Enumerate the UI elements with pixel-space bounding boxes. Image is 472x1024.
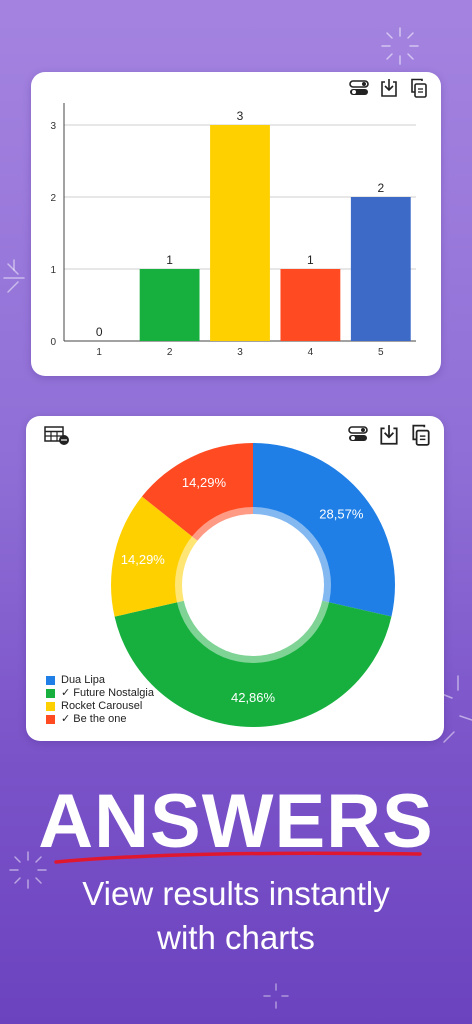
y-tick-label: 2 <box>50 193 56 204</box>
download-icon[interactable] <box>379 78 399 98</box>
subtitle: View results instantly with charts <box>0 872 472 960</box>
slice-percent-label: 14,29% <box>182 475 227 490</box>
subtitle-line-1: View results instantly <box>82 875 390 912</box>
x-tick-label: 5 <box>378 347 384 358</box>
x-tick-label: 1 <box>96 347 102 358</box>
toggle-icon[interactable] <box>349 78 369 98</box>
bar-chart: 0 1 2 3 0 1 1 2 3 3 1 4 2 5 <box>50 103 416 358</box>
headline: ANSWERS <box>38 779 434 864</box>
legend-item[interactable]: ✓ Be the one <box>46 713 154 726</box>
bar-chart-card: 0 1 2 3 0 1 1 2 3 3 1 4 2 5 <box>31 72 441 376</box>
donut-legend: Dua Lipa ✓ Future Nostalgia Rocket Carou… <box>46 674 154 726</box>
y-tick-label: 0 <box>50 337 56 348</box>
legend-label: Rocket Carousel <box>61 700 143 712</box>
copy-icon[interactable] <box>410 424 432 446</box>
toggle-icon[interactable] <box>348 424 368 444</box>
legend-label: ✓ Be the one <box>61 713 127 725</box>
x-tick-label: 3 <box>237 347 243 358</box>
subtitle-line-2: with charts <box>157 919 315 956</box>
headline-underline <box>54 851 422 864</box>
bar-value-label: 1 <box>166 253 173 267</box>
table-icon[interactable] <box>44 425 70 445</box>
legend-label: Dua Lipa <box>61 674 106 686</box>
bar[interactable] <box>280 269 341 341</box>
bar-value-label: 0 <box>96 325 103 339</box>
legend-swatch <box>46 702 55 711</box>
bar-value-label: 2 <box>377 181 384 195</box>
donut-chart: 28,57% 42,86% 14,29% 14,29% <box>111 443 395 728</box>
sparkle-icon <box>9 851 47 889</box>
donut-slice[interactable] <box>114 585 392 728</box>
copy-icon[interactable] <box>409 78 429 98</box>
legend-item[interactable]: Rocket Carousel <box>46 700 154 713</box>
legend-swatch <box>46 689 55 698</box>
slice-percent-label: 42,86% <box>231 690 276 705</box>
legend-swatch <box>46 715 55 724</box>
bar-value-label: 3 <box>237 109 244 123</box>
bar[interactable] <box>139 269 200 341</box>
y-tick-label: 1 <box>50 265 56 276</box>
sparkle-icon <box>381 27 419 65</box>
x-tick-label: 4 <box>308 347 314 358</box>
legend-item[interactable]: ✓ Future Nostalgia <box>46 687 154 700</box>
sparkle-icon <box>3 259 25 293</box>
donut-chart-card: 28,57% 42,86% 14,29% 14,29% Dua Lipa ✓ Futu… <box>26 416 444 741</box>
download-icon[interactable] <box>378 424 400 446</box>
legend-label: ✓ Future Nostalgia <box>61 687 154 699</box>
slice-percent-label: 28,57% <box>319 507 364 522</box>
donut-chart-toolbar <box>348 424 432 446</box>
y-tick-label: 3 <box>50 121 56 132</box>
bar-value-label: 1 <box>307 253 314 267</box>
bar-chart-toolbar <box>349 78 429 98</box>
x-tick-label: 2 <box>167 347 173 358</box>
bar[interactable] <box>350 197 411 341</box>
sparkle-icon <box>441 675 472 743</box>
sparkle-icon <box>263 983 289 1009</box>
slice-percent-label: 14,29% <box>121 552 166 567</box>
donut-hole <box>182 514 324 656</box>
bar[interactable] <box>210 125 270 341</box>
legend-item[interactable]: Dua Lipa <box>46 674 154 687</box>
legend-swatch <box>46 676 55 685</box>
